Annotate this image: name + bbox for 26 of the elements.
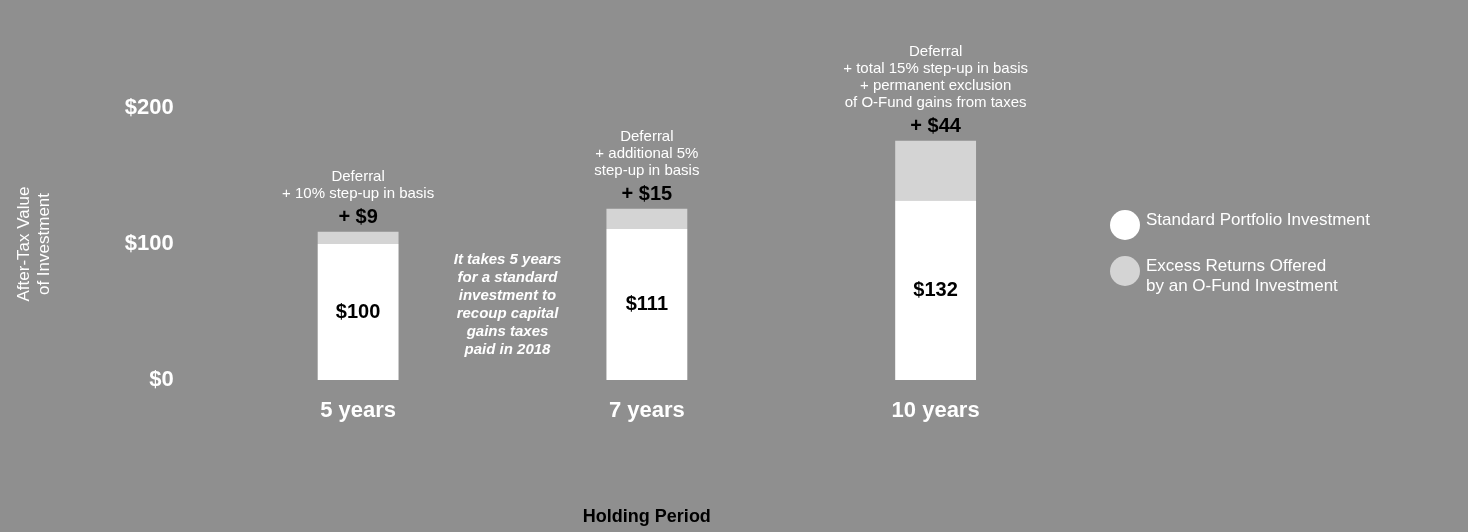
annotation: Deferral + total 15% step-up in basis + permanent exclusion of O-Fund gains from taxes — [843, 42, 1028, 111]
data-label: $100 — [335, 299, 381, 322]
data-label: + $44 — [910, 114, 962, 137]
data-label: + $9 — [338, 205, 378, 228]
bar — [606, 208, 688, 230]
annotation: Deferral + 10% step-up in basis — [282, 167, 435, 202]
bar — [317, 244, 399, 380]
data-label: $111 — [625, 292, 669, 315]
data-label: + $15 — [621, 182, 673, 205]
x-tick-label: 7 years — [608, 397, 685, 423]
y-tick-label: $200 — [124, 94, 174, 120]
x-tick-label: 10 years — [891, 397, 980, 423]
legend-label: Standard Portfolio Investment — [1146, 210, 1370, 230]
legend-label: Excess Returns Offered by an O-Fund Investment — [1146, 256, 1338, 296]
annotation: It takes 5 years for a standard investment to recoup capital gains taxes paid in 2018 — [453, 249, 562, 357]
y-axis-title: After-Tax Value of Investment — [13, 186, 54, 302]
annotation: Deferral + additional 5% step-up in basis — [594, 127, 700, 179]
bar — [606, 229, 688, 380]
bar — [895, 140, 977, 201]
x-axis-title: Holding Period — [582, 506, 711, 527]
bar — [317, 231, 399, 244]
bar — [895, 200, 977, 380]
y-tick-label: $100 — [124, 230, 174, 256]
x-tick-label: 5 years — [320, 397, 397, 423]
data-label: $132 — [913, 277, 958, 300]
y-tick-label: $0 — [149, 366, 174, 392]
